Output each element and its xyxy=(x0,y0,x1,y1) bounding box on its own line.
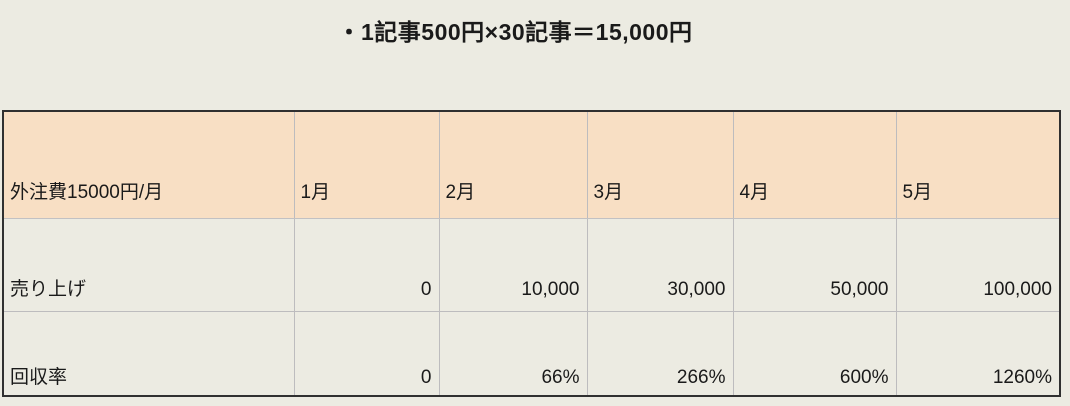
header-cell-month-1: 1月 xyxy=(293,110,440,219)
sales-value-month-3: 30,000 xyxy=(586,217,734,312)
recovery-value-month-3: 266% xyxy=(586,310,734,397)
header-cell-month-5: 5月 xyxy=(895,110,1061,219)
recovery-value-month-5: 1260% xyxy=(895,310,1061,397)
table-row-sales: 売り上げ 0 10,000 30,000 50,000 100,000 xyxy=(2,217,1061,312)
header-cell-month-4: 4月 xyxy=(732,110,897,219)
sales-value-month-2: 10,000 xyxy=(438,217,588,312)
table-row-recovery-rate: 回収率 0 66% 266% 600% 1260% xyxy=(2,310,1061,397)
sales-value-month-5: 100,000 xyxy=(895,217,1061,312)
page-title: ・1記事500円×30記事＝15,000円 xyxy=(337,19,693,45)
recovery-value-month-2: 66% xyxy=(438,310,588,397)
row-label-sales: 売り上げ xyxy=(2,217,295,312)
recovery-value-month-4: 600% xyxy=(732,310,897,397)
recovery-value-month-1: 0 xyxy=(293,310,440,397)
sales-value-month-1: 0 xyxy=(293,217,440,312)
header-cell-outsourcing-cost: 外注費15000円/月 xyxy=(2,110,295,219)
cost-recovery-table: 外注費15000円/月 1月 2月 3月 4月 5月 売り上げ 0 10,000… xyxy=(2,110,1061,397)
header-cell-month-3: 3月 xyxy=(586,110,734,219)
header-cell-month-2: 2月 xyxy=(438,110,588,219)
sales-value-month-4: 50,000 xyxy=(732,217,897,312)
table-header-row: 外注費15000円/月 1月 2月 3月 4月 5月 xyxy=(2,110,1061,219)
row-label-recovery-rate: 回収率 xyxy=(2,310,295,397)
